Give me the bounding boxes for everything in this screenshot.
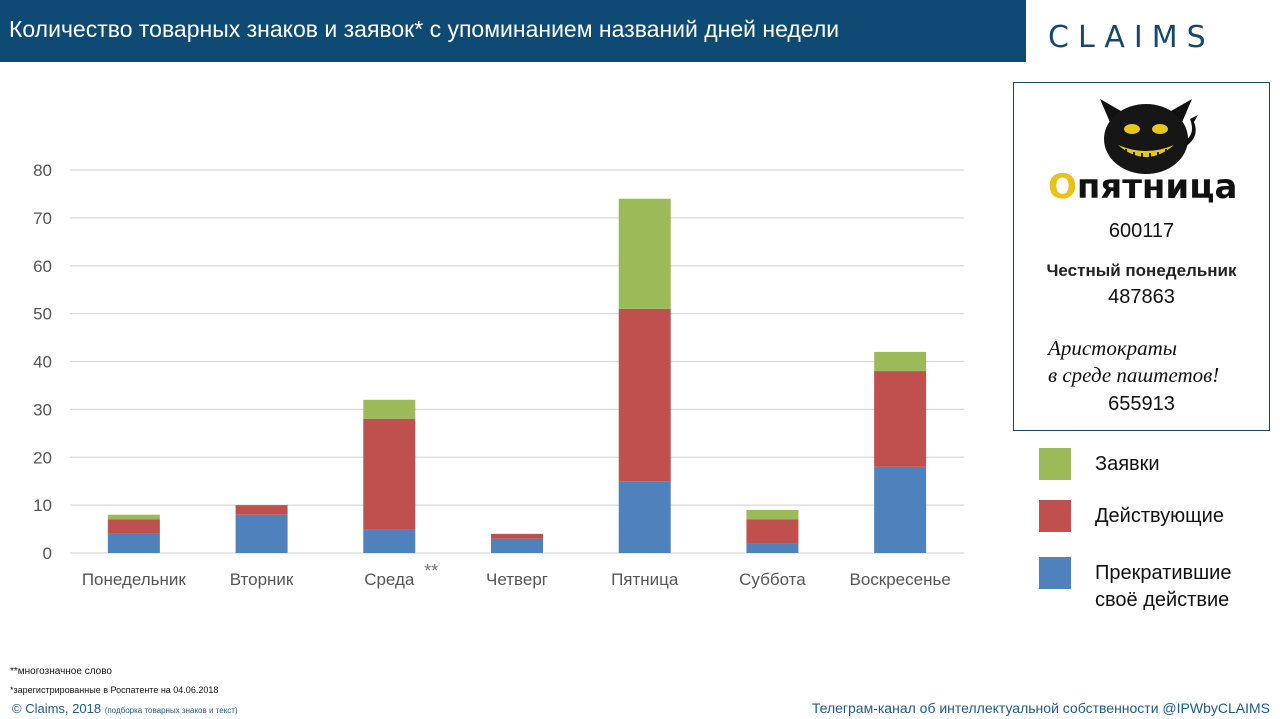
bar-segment (235, 505, 288, 515)
y-tick-label: 0 (43, 544, 52, 563)
bar-segment (618, 198, 671, 309)
bar-segment (107, 533, 160, 553)
bar-segment (363, 399, 416, 419)
legend-swatch-applications (1039, 448, 1071, 480)
bar-segment (874, 351, 927, 372)
bar-segment (618, 308, 671, 482)
grid-layer (70, 169, 964, 554)
y-tick-label: 30 (33, 400, 52, 419)
trademark-label-3: Аристократы в среде паштетов! (1048, 335, 1219, 389)
bar-segment (363, 418, 416, 530)
x-tick-label: Суббота (739, 570, 806, 589)
bars-layer (107, 198, 927, 553)
trademark-label-2: Честный понедельник (1046, 261, 1237, 280)
bar-segment (746, 509, 799, 520)
opyatnitsa-logo-rest: пятница (1076, 167, 1238, 207)
y-tick-label: 10 (33, 496, 52, 515)
trademark-number-1: 600117 (1108, 220, 1175, 242)
title-bar: Количество товарных знаков и заявок* с у… (0, 0, 1026, 62)
claims-logo: CLAIMS (1048, 20, 1215, 55)
page-title: Количество товарных знаков и заявок* с у… (9, 16, 840, 42)
legend-swatch-expired (1039, 557, 1071, 589)
x-tick-label: Понедельник (82, 570, 187, 589)
annotation-double-star: ** (424, 561, 438, 581)
trademark-number-2: 487863 (1108, 286, 1175, 308)
trademark-label-3-line1: Аристократы (1048, 336, 1178, 360)
devil-face-icon (1100, 99, 1198, 174)
x-tick-label: Четверг (486, 570, 548, 589)
bar-segment (491, 533, 543, 539)
bar-segment (874, 371, 927, 467)
y-tick-label: 50 (33, 305, 52, 324)
trademark-label-3-line2: в среде паштетов! (1048, 363, 1220, 387)
trademark-number-3: 655913 (1108, 393, 1175, 415)
bar-segment (235, 514, 288, 553)
bar-segment (874, 466, 927, 553)
y-tick-label: 60 (33, 257, 52, 276)
examples-box: Опятница 600117 Честный понедельник 4878… (1013, 82, 1270, 431)
opyatnitsa-logo: Опятница (1048, 167, 1237, 207)
footnote-star: *зарегистрированные в Роспатенте на 04.0… (10, 685, 219, 695)
bar-segment (746, 519, 799, 544)
copyright-note: (подборка товарных знаков и текст) (104, 706, 238, 715)
telegram-channel-link[interactable]: Телеграм-канал об интеллектуальной собст… (811, 700, 1270, 716)
footnote-double-star: **многозначное слово (10, 666, 112, 677)
bar-segment (618, 481, 671, 553)
y-tick-label: 40 (33, 353, 52, 372)
opyatnitsa-logo-first: О (1048, 167, 1077, 207)
legend-swatch-active (1039, 500, 1071, 532)
bar-segment (746, 543, 799, 553)
copyright-main: © Claims, 2018 (12, 701, 102, 716)
copyright: © Claims, 2018 (подборка товарных знаков… (12, 701, 238, 719)
bar-segment (363, 529, 416, 553)
x-tick-label: Среда (364, 570, 415, 589)
legend-label-expired: Прекратившие своё действие (1095, 562, 1232, 611)
bar-segment (107, 519, 160, 534)
y-axis-ticks: 0 10 20 30 40 50 60 70 80 (33, 161, 52, 563)
legend-label-active: Действующие (1095, 505, 1224, 527)
legend-label-applications: Заявки (1095, 453, 1160, 475)
annotations: ** (424, 561, 438, 581)
x-tick-label: Воскресенье (849, 570, 950, 589)
y-tick-label: 80 (33, 161, 52, 180)
x-tick-label: Вторник (230, 570, 294, 589)
x-tick-label: Пятница (611, 570, 679, 589)
x-axis-ticks: Понедельник Вторник Среда Четверг Пятница Суб… (82, 570, 951, 589)
y-tick-label: 70 (33, 209, 52, 228)
chart-legend: Заявки Действующие Прекратившие своё дей… (1039, 448, 1279, 628)
bar-segment (491, 538, 543, 553)
stacked-bar-chart: 0 10 20 30 40 50 60 70 80 Понедельник Вторник Сред… (33, 161, 964, 589)
y-tick-label: 20 (33, 448, 52, 467)
bar-segment (107, 514, 160, 520)
